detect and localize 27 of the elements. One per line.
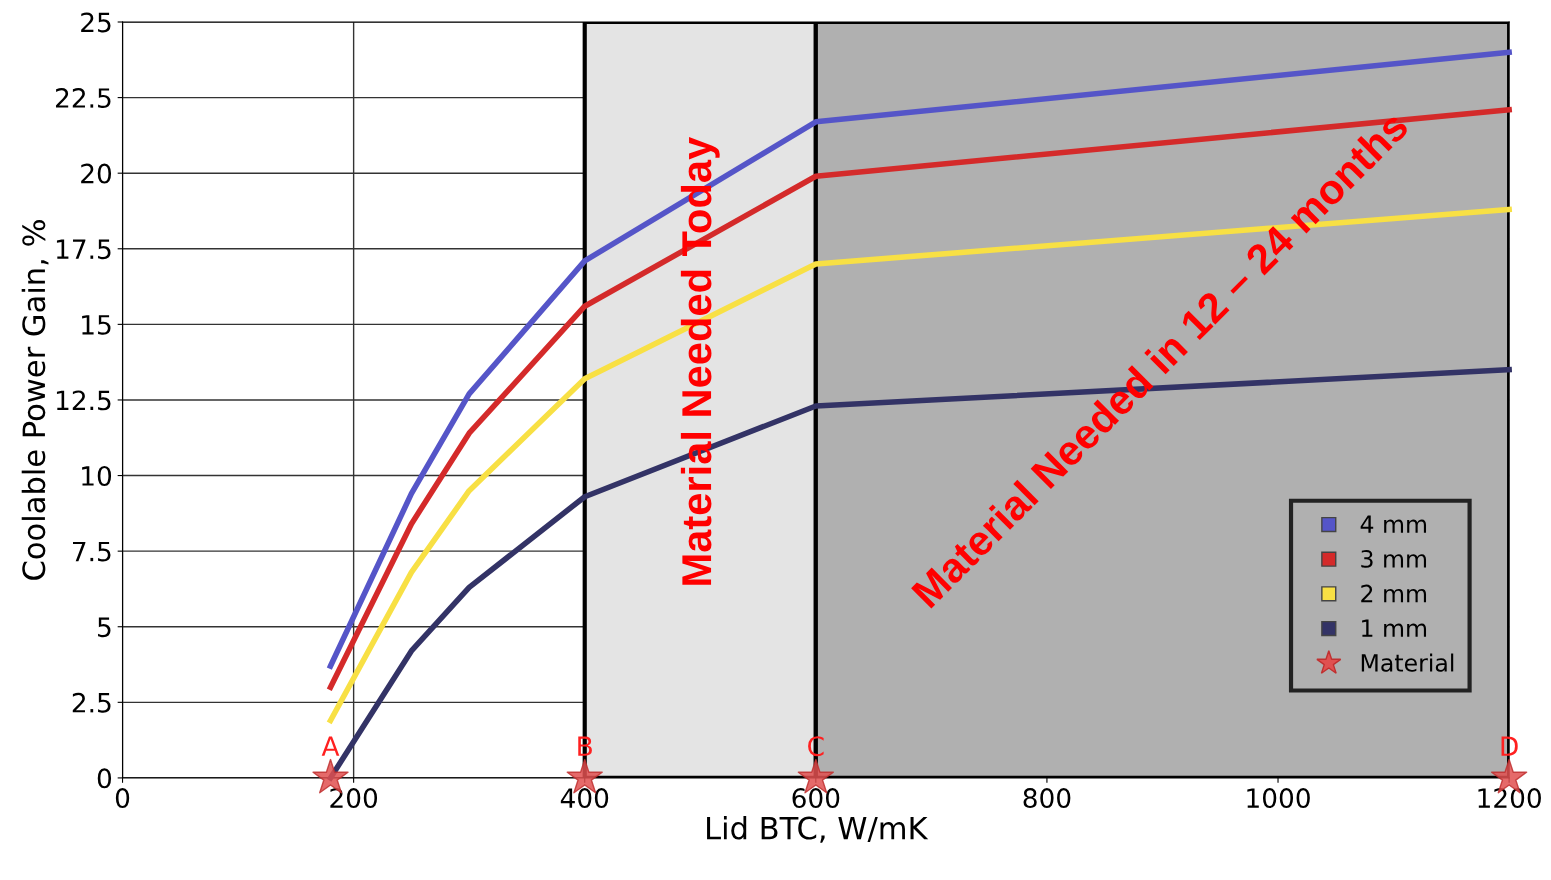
y-axis-title: Coolable Power Gain, % <box>21 220 49 580</box>
x-tick-label: 0 <box>115 788 130 809</box>
legend-label: 4 mm <box>1360 515 1427 533</box>
y-tick-label: 20 <box>81 163 112 184</box>
y-tick-label: 10 <box>82 465 112 486</box>
y-tick-label: 5 <box>98 617 111 638</box>
x-tick-label: 1000 <box>1247 788 1310 809</box>
legend-label: 1 mm <box>1362 619 1427 637</box>
y-tick-label: 7.5 <box>73 541 111 562</box>
x-axis-title: Lid BTC, W/mK <box>707 815 929 843</box>
annotation: A <box>321 736 340 756</box>
x-tick-label: 600 <box>792 788 840 809</box>
x-tick-label: 400 <box>560 788 609 809</box>
band-label: Material Needed Today <box>680 136 720 585</box>
legend-label: Material <box>1361 653 1454 672</box>
x-tick-label: 200 <box>330 788 378 809</box>
y-tick-label: 15 <box>82 315 111 335</box>
x-tick-label: 1200 <box>1478 788 1541 809</box>
legend-label: 2 mm <box>1361 584 1427 603</box>
y-tick-label: 12.5 <box>56 390 111 411</box>
y-tick-label: 2.5 <box>72 692 111 713</box>
y-tick-label: 25 <box>81 12 111 33</box>
y-tick-label: 22.5 <box>55 88 111 108</box>
y-tick-label: 0 <box>97 768 112 789</box>
x-tick-label: 800 <box>1023 788 1071 809</box>
legend-label: 3 mm <box>1361 549 1427 568</box>
y-tick-label: 17.5 <box>56 239 111 260</box>
